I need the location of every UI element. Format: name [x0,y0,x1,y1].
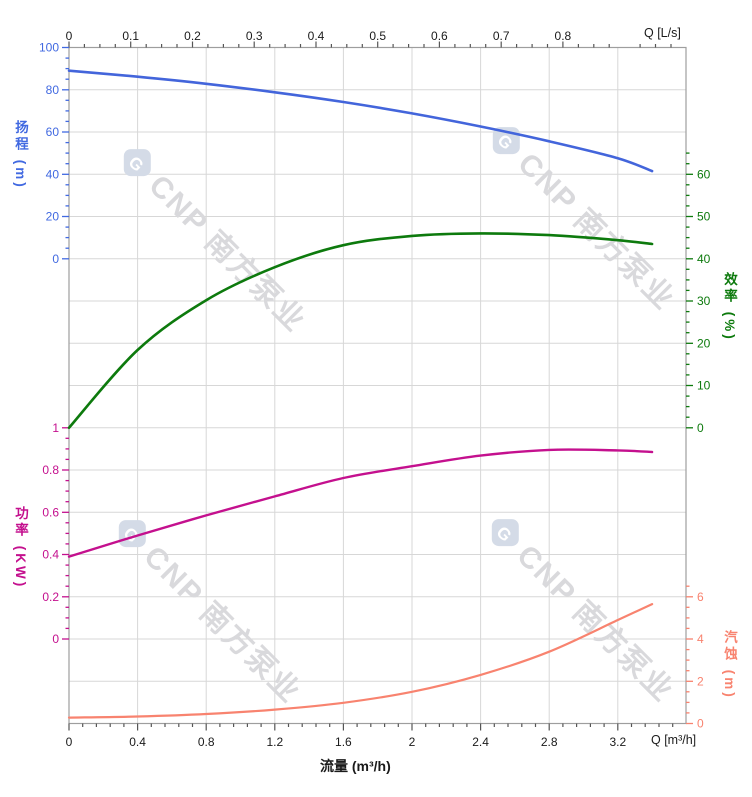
power-axis-title: 功率 (KW) [13,506,28,590]
power-axis-tick-label: 0 [52,632,59,646]
head-axis-tick-label: 80 [46,83,60,97]
efficiency-axis-title: 效率 (%) [722,272,737,342]
top-axis-tick-label: 0 [66,29,73,43]
top-axis-unit-label: Q [L/s] [644,26,681,40]
eff-axis-tick-label: 10 [697,379,711,393]
top-axis-tick-label: 0.5 [369,29,386,43]
x-axis-tick-labels: 0 0.4 0.8 1.2 1.6 2 2.4 2.8 3.2 0 0.1 0.2 0.3 0.4 0.5 0… [66,29,627,749]
bottom-axis-tick-label: 0.8 [198,735,215,749]
bottom-axis-tick-label: 0 [66,735,73,749]
eff-axis-tick-label: 50 [697,210,711,224]
head-axis-tick-label: 100 [39,41,59,55]
power-axis-tick-label: 0.2 [42,590,59,604]
bottom-axis-tick-label: 1.2 [266,735,283,749]
bottom-axis-tick-label: 2.8 [541,735,558,749]
gridlines [69,47,686,724]
eff-axis-tick-label: 0 [697,421,704,435]
npsh-axis-tick-label: 2 [697,674,704,688]
watermark-text: CNP 南方泵业 [510,538,681,709]
npsh-axis-tick-label: 0 [697,717,704,731]
power-axis-tick-label: 1 [52,421,59,435]
top-axis-tick-label: 0.2 [184,29,201,43]
npsh-axis-tick-label: 6 [697,590,704,604]
cnp-logo-icon [491,519,519,547]
eff-axis [686,152,693,429]
bottom-axis-tick-label: 0.4 [129,735,146,749]
watermark-text: CNP 南方泵业 [511,146,682,317]
top-axis-tick-label: 0.3 [246,29,263,43]
top-axis-tick-label: 0.4 [308,29,325,43]
power-axis-tick-label: 0.8 [42,463,59,477]
bottom-axis-tick-label: 1.6 [335,735,352,749]
cnp-logo-icon [123,149,151,177]
power-axis [62,427,69,640]
eff-axis-tick-label: 60 [697,167,711,181]
head-axis-tick-label: 0 [52,252,59,266]
bottom-axis-title: 流量 (m³/h) [320,758,391,774]
npsh-curve [67,603,654,719]
eff-axis-tick-label: 20 [697,336,711,350]
bottom-axis-tick-label: 2 [409,735,416,749]
top-axis-tick-label: 0.1 [122,29,139,43]
head-curve [67,69,654,173]
x-axis-ticks [68,41,674,731]
eff-axis-tick-label: 30 [697,294,711,308]
top-axis-tick-label: 0.8 [555,29,572,43]
eff-curve [67,232,654,430]
watermark-text: CNP 南方泵业 [137,539,308,710]
npsh-axis [686,585,693,725]
power-curve [67,448,654,558]
power-axis-tick-label: 0.6 [42,505,59,519]
power-axis-tick-label: 0.4 [42,548,59,562]
top-axis-tick-label: 0.7 [493,29,510,43]
bottom-axis-tick-label: 2.4 [472,735,489,749]
bottom-axis-tick-label: 3.2 [609,735,626,749]
head-axis [62,46,69,260]
watermark-text: CNP 南方泵业 [142,168,313,339]
top-axis-tick-label: 0.6 [431,29,448,43]
npsh-axis-tick-label: 4 [697,632,704,646]
head-axis-tick-label: 60 [46,125,60,139]
eff-axis-tick-label: 40 [697,252,711,266]
head-axis-title: 扬程 (m) [13,120,28,190]
bottom-axis-unit-label: Q [m³/h] [651,733,697,747]
head-axis-tick-label: 20 [46,210,60,224]
head-axis-tick-label: 40 [46,167,60,181]
npsh-axis-title: 汽蚀 (m) [722,630,737,700]
